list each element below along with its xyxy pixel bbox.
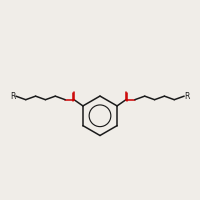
Text: R: R [11, 92, 16, 101]
Text: R: R [184, 92, 189, 101]
